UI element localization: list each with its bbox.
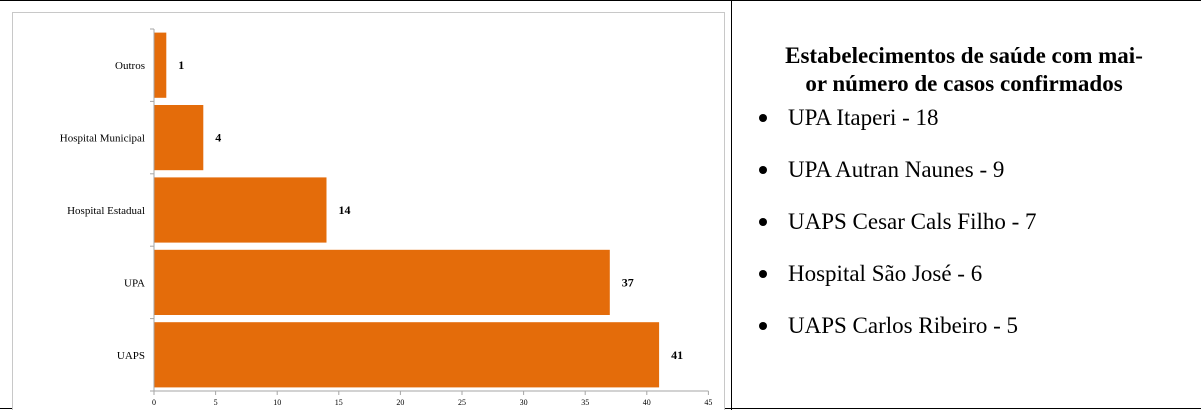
- bullet-icon: [759, 218, 767, 226]
- x-tick-label: 0: [152, 398, 156, 407]
- x-tick-label: 40: [643, 398, 651, 407]
- info-title-line-1: Estabelecimentos de saúde com mai-: [785, 43, 1143, 68]
- category-label: UPA: [124, 277, 145, 289]
- panel-divider: [731, 0, 732, 410]
- data-label: 1: [178, 58, 184, 72]
- info-title-line-2: or número de casos confirmados: [805, 71, 1123, 96]
- x-tick-label: 15: [335, 398, 343, 407]
- bar: [154, 105, 204, 171]
- bullet-icon: [759, 114, 767, 122]
- list-item-label: UPA Itaperi - 18: [788, 105, 939, 130]
- list-item-label: Hospital São José - 6: [788, 261, 983, 286]
- x-tick-label: 35: [581, 398, 589, 407]
- info-list: UPA Itaperi - 18 UPA Autran Naunes - 9 U…: [735, 104, 1195, 339]
- bar: [154, 322, 660, 388]
- list-item: Hospital São José - 6: [735, 260, 1195, 287]
- list-item: UAPS Carlos Ribeiro - 5: [735, 312, 1195, 339]
- category-label: Hospital Estadual: [67, 205, 145, 217]
- bullet-icon: [759, 322, 767, 330]
- category-label: UAPS: [117, 350, 145, 362]
- list-item: UPA Itaperi - 18: [735, 104, 1195, 131]
- bar: [154, 177, 327, 243]
- info-panel: Estabelecimentos de saúde com mai- or nú…: [735, 42, 1195, 364]
- data-label: 37: [622, 275, 634, 289]
- info-title: Estabelecimentos de saúde com mai- or nú…: [735, 42, 1195, 98]
- x-tick-label: 30: [520, 398, 528, 407]
- list-item-label: UAPS Cesar Cals Filho - 7: [788, 209, 1037, 234]
- bar-chart: Outros 1 Hospital Municipal 4 Hospital Estad…: [60, 28, 712, 407]
- list-item: UAPS Cesar Cals Filho - 7: [735, 208, 1195, 235]
- data-label: 4: [215, 131, 221, 145]
- x-tick-label: 20: [396, 398, 404, 407]
- x-tick-label: 25: [458, 398, 466, 407]
- data-label: 14: [339, 203, 351, 217]
- x-tick-label: 10: [273, 398, 281, 407]
- bar: [154, 32, 167, 98]
- data-label: 41: [671, 348, 683, 362]
- list-item-label: UAPS Carlos Ribeiro - 5: [788, 313, 1018, 338]
- category-label: Hospital Municipal: [60, 133, 145, 145]
- x-tick-label: 5: [214, 398, 218, 407]
- category-label: Outros: [115, 60, 145, 72]
- x-tick-label: 45: [704, 398, 712, 407]
- list-item-label: UPA Autran Naunes - 9: [788, 157, 1005, 182]
- bullet-icon: [759, 270, 767, 278]
- bullet-icon: [759, 166, 767, 174]
- bar: [154, 249, 610, 315]
- list-item: UPA Autran Naunes - 9: [735, 156, 1195, 183]
